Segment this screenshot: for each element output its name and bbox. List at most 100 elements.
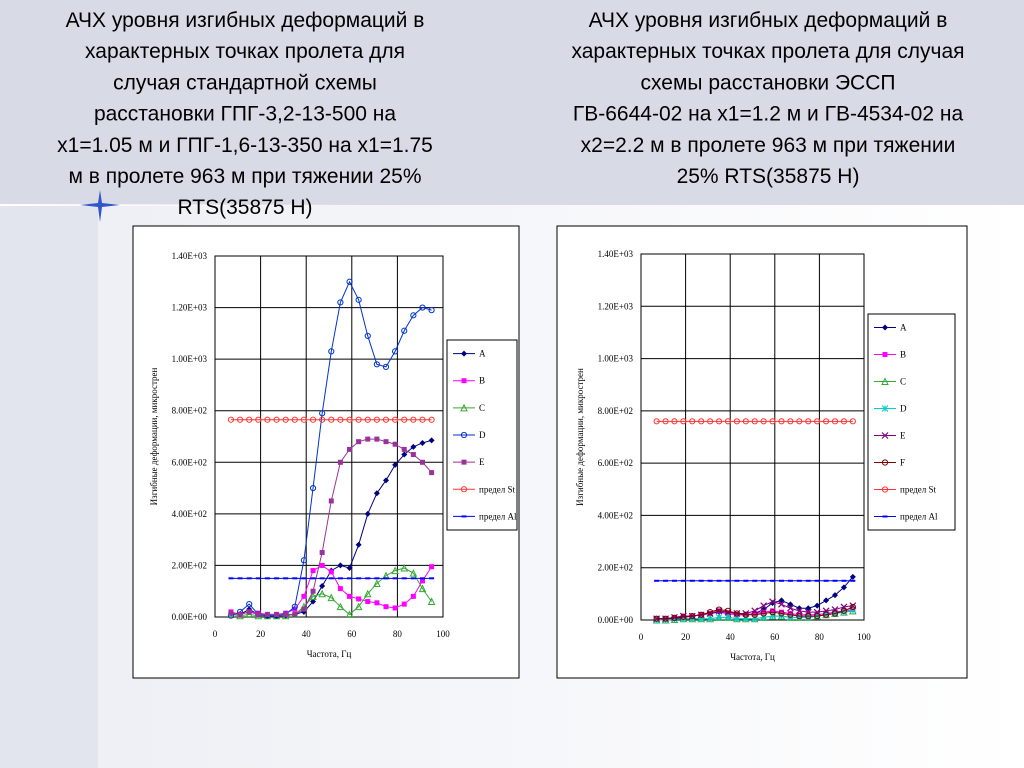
marker <box>814 602 821 609</box>
x-tick-label: 80 <box>815 632 825 642</box>
marker <box>822 611 830 618</box>
legend-label: C <box>479 403 485 413</box>
marker <box>671 614 678 622</box>
marker <box>460 403 468 412</box>
marker <box>264 416 271 423</box>
marker <box>419 439 426 446</box>
marker <box>778 600 785 608</box>
chart-title: расстановки ГПГ-3,2-13-500 на <box>94 103 396 126</box>
marker <box>787 601 794 608</box>
marker <box>236 416 244 423</box>
x-tick-label: 100 <box>436 629 450 639</box>
marker <box>760 602 768 610</box>
marker <box>733 418 740 425</box>
marker <box>769 418 776 425</box>
chart-title: x1=1.05 м и ГПГ-1,6-13-350 на x1=1.75 <box>57 134 433 157</box>
y-tick-label: 1.40E+03 <box>172 251 208 261</box>
y-axis-label: Изгибные деформации, микрострен <box>149 367 159 505</box>
marker <box>282 416 289 423</box>
x-tick-label: 60 <box>770 632 780 642</box>
marker <box>742 418 749 425</box>
marker <box>364 510 371 517</box>
marker <box>274 611 280 617</box>
marker <box>882 352 888 357</box>
marker <box>374 436 380 442</box>
marker <box>680 613 687 620</box>
x-tick-label: 0 <box>639 632 644 642</box>
marker <box>805 418 812 425</box>
marker <box>849 603 856 611</box>
x-tick-label: 40 <box>726 632 736 642</box>
x-tick-label: 20 <box>256 629 266 639</box>
marker <box>364 416 371 423</box>
y-tick-label: 2.00E+02 <box>172 560 207 570</box>
y-tick-label: 6.00E+02 <box>598 458 633 468</box>
marker <box>461 350 467 357</box>
marker <box>419 578 425 584</box>
marker <box>392 348 399 355</box>
marker <box>832 592 839 599</box>
x-axis-label: Частота, Гц <box>307 649 352 659</box>
marker <box>337 299 344 306</box>
marker <box>310 568 316 574</box>
legend-label: предел Al <box>479 511 517 521</box>
side-band <box>0 205 98 768</box>
marker <box>246 601 253 608</box>
marker <box>787 611 794 618</box>
marker <box>328 569 334 575</box>
marker <box>392 461 399 468</box>
legend <box>867 313 956 531</box>
marker <box>337 416 344 423</box>
y-tick-label: 1.00E+03 <box>172 354 208 364</box>
marker <box>319 550 325 556</box>
marker <box>400 563 409 572</box>
marker <box>337 459 343 465</box>
chart-title: 25% RTS(35875 Н) <box>677 165 860 188</box>
marker <box>373 361 380 368</box>
marker <box>401 451 408 458</box>
marker <box>662 615 669 622</box>
marker <box>760 418 767 425</box>
marker <box>401 327 408 334</box>
marker <box>831 418 839 425</box>
marker <box>382 363 390 370</box>
marker <box>227 416 235 423</box>
y-tick-label: 1.20E+03 <box>598 301 634 311</box>
marker <box>337 562 344 569</box>
chart-title: ГВ-6644-02 на x1=1.2 м и ГВ-4534-02 на <box>573 103 964 126</box>
marker <box>778 418 785 425</box>
x-tick-label: 60 <box>347 629 357 639</box>
y-tick-label: 4.00E+02 <box>172 509 207 519</box>
marker <box>769 609 776 616</box>
marker <box>373 579 381 587</box>
marker <box>715 418 723 425</box>
marker <box>373 490 380 497</box>
chart-title: схемы расстановки ЭССП <box>641 71 896 94</box>
marker <box>778 597 785 604</box>
x-axis-label: Частота, Гц <box>730 652 775 662</box>
marker <box>401 601 407 607</box>
y-tick-label: 1.40E+03 <box>598 249 634 259</box>
marker <box>309 416 317 423</box>
plot-area <box>640 253 865 621</box>
marker <box>796 612 803 620</box>
marker <box>246 609 252 615</box>
marker <box>814 418 821 425</box>
marker <box>355 416 362 423</box>
y-tick-label: 0.00E+00 <box>172 612 208 622</box>
x-tick-label: 40 <box>302 629 312 639</box>
marker <box>255 416 262 423</box>
y-axis-label: Изгибные деформации, микрострен <box>575 368 585 506</box>
marker <box>724 607 732 614</box>
marker <box>409 569 418 577</box>
marker <box>363 589 372 598</box>
chart-title: АЧХ уровня изгибных деформаций в <box>66 9 425 32</box>
marker <box>347 446 353 452</box>
marker <box>428 416 435 423</box>
marker <box>761 609 767 615</box>
marker <box>374 600 380 606</box>
marker <box>840 607 848 614</box>
legend-label: A <box>479 349 486 359</box>
marker <box>461 378 467 384</box>
chart-title: x2=2.2 м в пролете 963 м при тяжении <box>581 134 956 157</box>
